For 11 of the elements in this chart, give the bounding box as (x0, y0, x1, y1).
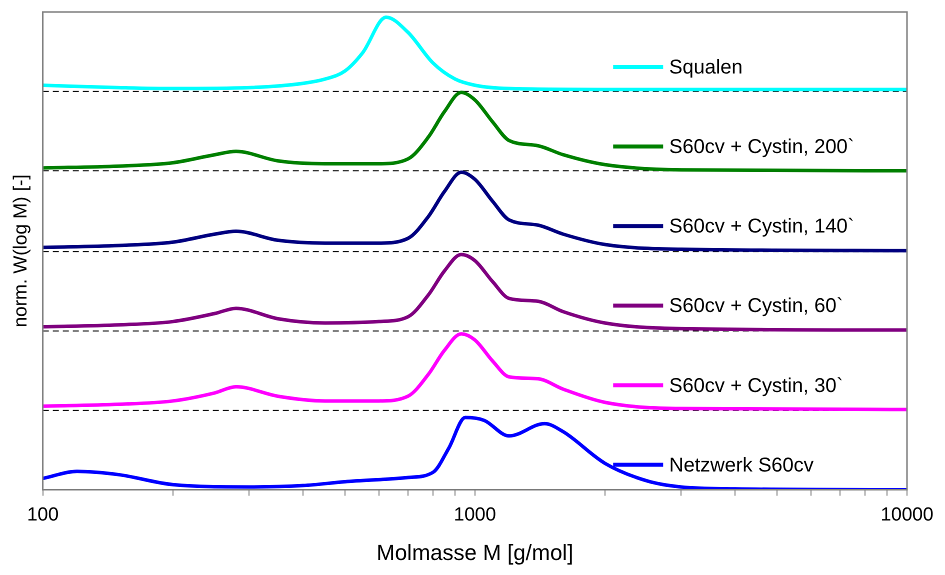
legend-label: S60cv + Cystin, 200` (669, 136, 854, 158)
legend-label: Netzwerk S60cv (669, 454, 814, 476)
legend-label: S60cv + Cystin, 60` (669, 295, 844, 318)
x-tick-label: 1000 (454, 504, 496, 526)
legend-label: S60cv + Cystin, 30` (669, 374, 844, 397)
legend-label: S60cv + Cystin, 140` (669, 216, 854, 238)
legend-label: Squalen (669, 56, 743, 79)
y-axis-title: norm. W(log M) [-] (10, 174, 32, 328)
x-axis-title: Molmasse M [g/mol] (376, 540, 574, 565)
x-tick-label: 100 (26, 504, 59, 526)
x-tick-label: 10000 (880, 504, 934, 526)
